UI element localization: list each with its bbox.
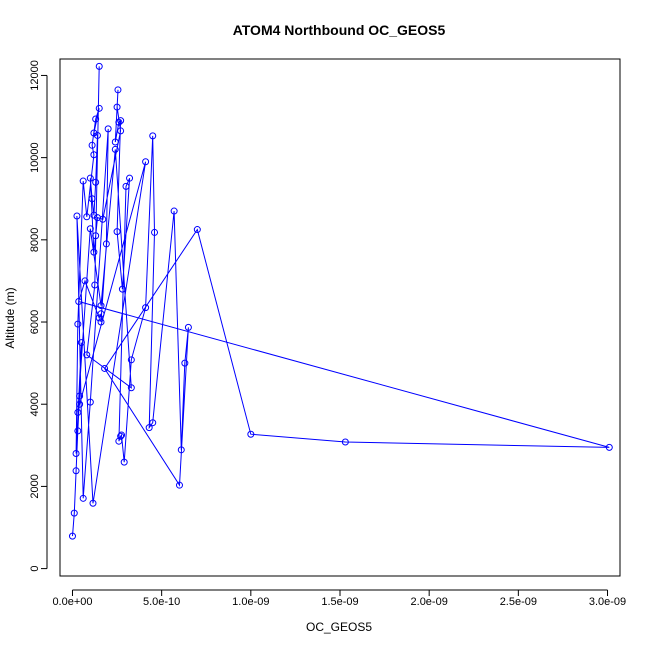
data-point	[83, 213, 91, 221]
data-point	[120, 458, 128, 466]
data-point	[101, 364, 109, 372]
data-point	[74, 320, 82, 328]
data-point	[97, 302, 105, 310]
y-tick-label: 12000	[29, 60, 41, 91]
x-tick-label: 1.0e-09	[232, 596, 269, 608]
data-point	[97, 310, 105, 318]
y-tick-label: 10000	[29, 142, 41, 173]
data-point	[142, 304, 150, 312]
y-tick-label: 2000	[29, 474, 41, 498]
data-point	[81, 277, 89, 285]
data-point	[86, 225, 94, 233]
data-point	[113, 103, 121, 111]
series-points	[68, 62, 613, 540]
data-point	[91, 281, 99, 289]
data-point	[79, 494, 87, 502]
data-point	[83, 351, 91, 359]
data-point	[149, 132, 157, 140]
data-point	[151, 228, 159, 236]
data-point	[73, 212, 81, 220]
y-tick-label: 8000	[29, 228, 41, 252]
data-point	[115, 437, 123, 445]
data-point	[72, 467, 80, 475]
data-point	[76, 392, 84, 400]
data-point	[117, 432, 125, 440]
data-point	[95, 314, 103, 322]
data-point	[341, 438, 349, 446]
data-point	[92, 178, 100, 186]
data-point	[76, 400, 84, 408]
x-axis: 0.0e+00 5.0e-10 1.0e-09 1.5e-09 2.0e-09 2.5e-…	[52, 589, 626, 608]
x-tick-label: 2.5e-09	[500, 596, 537, 608]
data-point	[117, 127, 125, 135]
y-tick-label: 6000	[29, 310, 41, 334]
x-tick-label: 1.5e-09	[321, 596, 358, 608]
data-point	[79, 177, 87, 185]
data-point	[86, 398, 94, 406]
data-point	[93, 131, 101, 139]
data-point	[175, 481, 183, 489]
data-point	[104, 125, 112, 133]
data-point	[127, 356, 135, 364]
data-point	[113, 228, 121, 236]
data-point	[181, 359, 189, 367]
data-point	[92, 115, 100, 123]
data-point	[92, 232, 100, 240]
data-point	[95, 62, 103, 70]
y-axis-label: Altitude (m)	[3, 287, 17, 348]
data-point	[170, 207, 178, 215]
data-point	[89, 499, 97, 507]
data-point	[111, 138, 119, 146]
y-tick-label: 4000	[29, 392, 41, 416]
data-point	[97, 318, 105, 326]
data-point	[117, 117, 125, 125]
x-tick-label: 3.0e-09	[589, 596, 626, 608]
x-tick-label: 5.0e-10	[143, 596, 180, 608]
data-point	[102, 240, 110, 248]
series-line	[72, 66, 610, 537]
series-lines	[72, 66, 610, 537]
data-point	[142, 158, 150, 166]
data-point	[72, 450, 80, 458]
data-point	[88, 141, 96, 149]
data-point	[75, 297, 83, 305]
y-tick-label: 0	[29, 566, 41, 572]
y-axis: 0 2000 4000 6000 8000 10000 12000	[29, 60, 48, 572]
x-axis-label: OC_GEOS5	[306, 620, 372, 634]
data-point	[114, 86, 122, 94]
data-point	[95, 104, 103, 112]
data-point	[115, 118, 123, 126]
data-point	[118, 285, 126, 293]
data-point	[247, 430, 255, 438]
data-point	[126, 174, 134, 182]
data-point	[86, 174, 94, 182]
data-point	[77, 339, 85, 347]
data-point	[74, 427, 82, 435]
data-point	[111, 145, 119, 153]
data-point	[193, 226, 201, 234]
data-point	[184, 323, 192, 331]
data-point	[90, 248, 98, 256]
data-point	[74, 408, 82, 416]
data-point	[149, 419, 157, 427]
data-point	[90, 151, 98, 159]
data-point	[127, 384, 135, 392]
data-point	[605, 443, 613, 451]
data-point	[68, 532, 76, 540]
x-tick-label: 0.0e+00	[52, 596, 92, 608]
data-point	[70, 509, 78, 517]
data-point	[99, 215, 107, 223]
plot-area-frame	[59, 58, 621, 577]
data-point	[88, 195, 96, 203]
data-point	[122, 182, 130, 190]
x-tick-label: 2.0e-09	[411, 596, 448, 608]
data-point	[145, 424, 153, 432]
data-point	[177, 446, 185, 454]
chart-title: ATOM4 Northbound OC_GEOS5	[233, 22, 446, 38]
data-point	[118, 431, 126, 439]
